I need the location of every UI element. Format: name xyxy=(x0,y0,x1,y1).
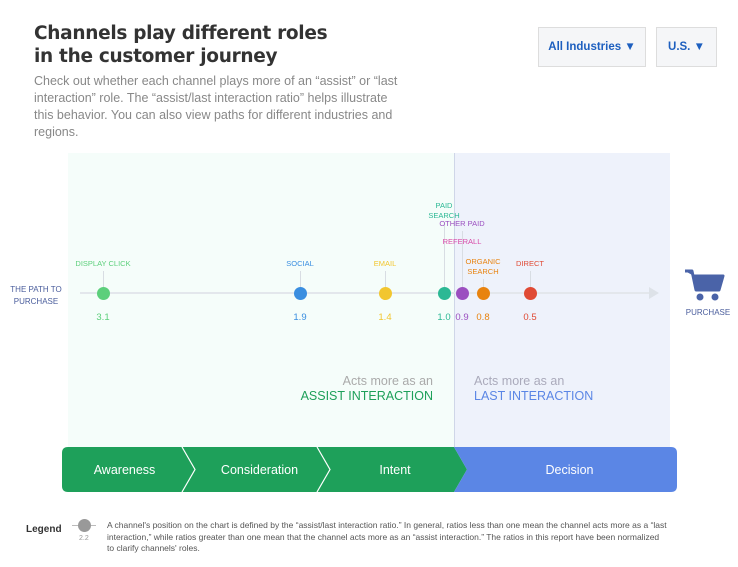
channel-ratio-direct: 0.5 xyxy=(523,312,537,323)
path-to-purchase-label: THE PATH TO PURCHASE xyxy=(10,285,62,306)
stage-decision: Decision xyxy=(545,462,594,477)
industry-dropdown[interactable]: All Industries ▼ xyxy=(538,27,646,67)
last-interaction-zone xyxy=(454,153,670,447)
assist-zone xyxy=(68,153,454,447)
stage-consideration: Consideration xyxy=(220,462,299,477)
channel-stem xyxy=(300,271,301,287)
legend-dot-icon xyxy=(78,519,91,532)
channel-label-display-click: DISPLAY CLICK xyxy=(75,259,131,268)
channel-label-other-paid: OTHER PAID xyxy=(439,219,485,228)
channel-ratio-other-paid: 0.9 xyxy=(455,312,469,323)
region-dropdown[interactable]: U.S. ▼ xyxy=(656,27,717,67)
channel-point-direct[interactable] xyxy=(523,287,537,300)
channel-point-other-paid[interactable] xyxy=(455,287,469,300)
assist-zone-caption: Acts more as an xyxy=(342,374,433,388)
stage-intent: Intent xyxy=(379,462,411,477)
assist-zone-title: ASSIST INTERACTION xyxy=(300,389,433,403)
last-zone-title: LAST INTERACTION xyxy=(474,389,594,403)
channel-stem xyxy=(462,249,463,287)
channel-ratio-email: 1.4 xyxy=(378,312,392,323)
legend-sample-value: 2.2 xyxy=(79,535,89,542)
channel-label-social: SOCIAL xyxy=(286,259,314,268)
last-zone-caption: Acts more as an xyxy=(474,374,565,388)
channel-stem xyxy=(385,271,386,287)
path-axis xyxy=(80,292,652,294)
page-description: Check out whether each channel plays mor… xyxy=(34,74,398,139)
page-title: Channels play different roles in the cus… xyxy=(34,23,328,67)
channel-point-paid-search[interactable] xyxy=(437,287,451,300)
channel-label-organic-search: ORGANIC SEARCH xyxy=(465,257,501,276)
channel-ratio-social: 1.9 xyxy=(293,312,307,323)
journey-stages-bar: Awareness Consideration Intent Decision xyxy=(62,447,677,492)
channel-label-paid-search: PAID SEARCH xyxy=(428,201,460,220)
channel-label-direct: DIRECT xyxy=(516,259,544,268)
channel-point-organic-search[interactable] xyxy=(476,287,490,300)
channel-stem xyxy=(530,271,531,287)
legend-text: A channel's position on the chart is def… xyxy=(107,520,667,553)
legend-title: Legend xyxy=(26,524,62,535)
purchase-label: PURCHASE xyxy=(685,308,731,317)
channel-stem xyxy=(483,279,484,287)
channel-label-referall: REFERALL xyxy=(442,237,482,246)
channel-point-social[interactable] xyxy=(293,287,307,300)
shopping-cart-icon xyxy=(685,269,725,301)
channel-ratio-display-click: 3.1 xyxy=(96,312,110,323)
channel-ratio-paid-search: 1.0 xyxy=(437,312,451,323)
channel-label-email: EMAIL xyxy=(373,259,397,268)
channel-stem xyxy=(103,271,104,287)
axis-arrow-icon xyxy=(649,287,659,299)
channel-ratio-organic-search: 0.8 xyxy=(476,312,490,323)
stage-awareness: Awareness xyxy=(93,462,156,477)
channel-stem xyxy=(444,223,445,287)
channel-point-display-click[interactable] xyxy=(96,287,110,300)
channel-point-email[interactable] xyxy=(378,287,392,300)
